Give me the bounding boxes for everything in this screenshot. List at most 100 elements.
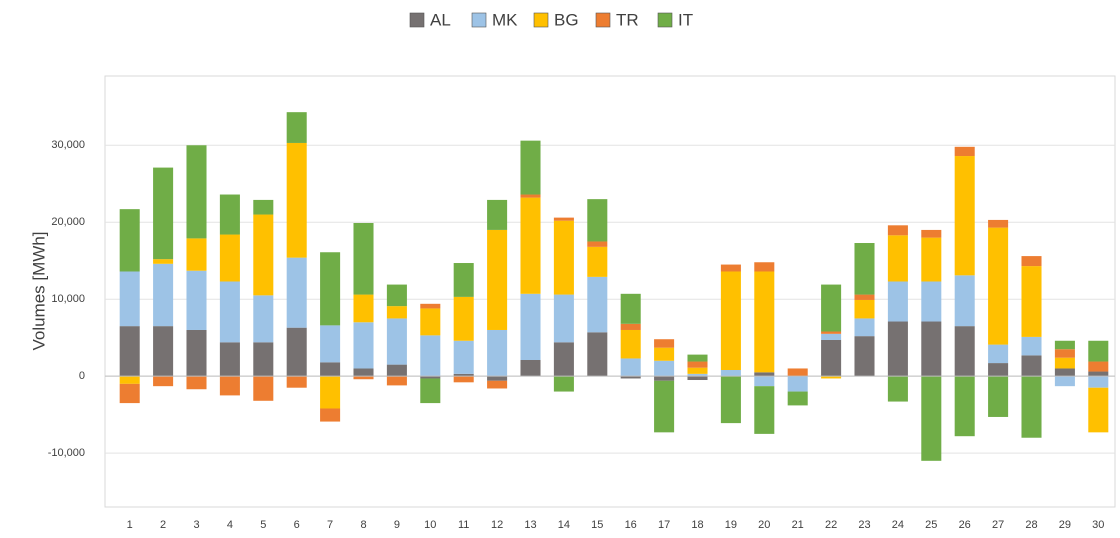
bar-segment (253, 295, 274, 343)
bar-segment (186, 238, 207, 271)
bar-segment (720, 370, 741, 377)
bar-segment (654, 376, 675, 381)
bar-segment (1021, 376, 1042, 438)
bar-segment (587, 199, 608, 242)
bar-segment (320, 408, 341, 422)
bar-segment (720, 264, 741, 272)
bar-segment (153, 376, 174, 387)
x-tick-label: 3 (193, 519, 199, 531)
bar-segment (320, 362, 341, 377)
bar-segment (821, 333, 842, 340)
x-tick-label: 28 (1025, 519, 1037, 531)
plot-frame (104, 75, 1116, 508)
bar-segment (153, 259, 174, 264)
bar-segment (286, 142, 307, 258)
bar-segment (420, 335, 441, 377)
bar-segment (921, 376, 942, 461)
bar-segment (353, 376, 374, 380)
bar-segment (153, 326, 174, 377)
bar-segment (687, 367, 708, 374)
bar-segment (119, 209, 140, 272)
bar-segment (353, 223, 374, 295)
bar-segment (754, 262, 775, 272)
bar-segment (988, 227, 1009, 345)
bar-segment (754, 386, 775, 434)
bar-segment (620, 358, 641, 377)
bar-segment (119, 383, 140, 404)
bar-segment (787, 368, 808, 377)
legend-label: MK (492, 10, 518, 29)
x-tick-label: 29 (1059, 519, 1071, 531)
bar-segment (453, 263, 474, 297)
bar-segment (386, 376, 407, 386)
x-tick-label: 8 (360, 519, 366, 531)
legend-swatch (471, 12, 487, 28)
bar-segment (887, 235, 908, 282)
bar-segment (821, 331, 842, 334)
bar-segment (553, 220, 574, 295)
bar-segment (954, 146, 975, 157)
x-tick-label: 2 (160, 519, 166, 531)
bar-segment (320, 325, 341, 363)
bar-segment (253, 199, 274, 215)
bar-segment (119, 271, 140, 327)
bar-segment (854, 318, 875, 337)
x-tick-label: 24 (892, 519, 904, 531)
bar-segment (386, 318, 407, 365)
bar-segment (620, 323, 641, 330)
bar-segment (988, 363, 1009, 377)
bar-segment (921, 237, 942, 282)
x-tick-label: 12 (491, 519, 503, 531)
bar-segment (1088, 371, 1109, 377)
bar-segment (520, 359, 541, 377)
bar-segment (654, 347, 675, 361)
y-axis-label: Volumes [MWh] (29, 231, 48, 350)
bar-segment (186, 329, 207, 377)
x-tick-label: 26 (959, 519, 971, 531)
legend-label: IT (678, 10, 693, 29)
x-tick-label: 7 (327, 519, 333, 531)
bar-segment (119, 376, 140, 384)
x-tick-label: 1 (127, 519, 133, 531)
bar-segment (687, 361, 708, 368)
bar-segment (453, 296, 474, 341)
bar-segment (453, 373, 474, 377)
bar-segment (453, 340, 474, 374)
bar-segment (487, 229, 508, 330)
bar-segment (921, 281, 942, 322)
bar-segment (687, 373, 708, 377)
bar-segment (1021, 355, 1042, 377)
bar-segment (153, 167, 174, 260)
bar-segment (520, 140, 541, 195)
x-tick-label: 5 (260, 519, 266, 531)
bar-segment (186, 145, 207, 239)
bar-segment (754, 376, 775, 387)
bar-segment (219, 281, 240, 343)
bar-segment (553, 294, 574, 343)
bar-segment (353, 368, 374, 377)
x-tick-label: 21 (792, 519, 804, 531)
bar-segment (954, 376, 975, 437)
bar-segment (720, 271, 741, 371)
bar-segment (386, 364, 407, 377)
bar-segment (1054, 368, 1075, 377)
bar-segment (1054, 349, 1075, 358)
bar-segment (1088, 340, 1109, 362)
bar-segment (219, 194, 240, 235)
bar-segment (854, 294, 875, 300)
bar-segment (821, 284, 842, 332)
bar-segment (219, 234, 240, 282)
legend-swatch (533, 12, 549, 28)
bar-segment (687, 354, 708, 362)
bar-segment (954, 156, 975, 276)
bar-segment (553, 376, 574, 392)
bar-segment (754, 372, 775, 377)
y-tick-label: -10,000 (48, 447, 85, 459)
bar-segment (988, 344, 1009, 364)
bar-segment (587, 246, 608, 277)
bar-segment (219, 342, 240, 377)
bar-segment (320, 376, 341, 409)
x-tick-label: 27 (992, 519, 1004, 531)
legend-swatch (409, 12, 425, 28)
